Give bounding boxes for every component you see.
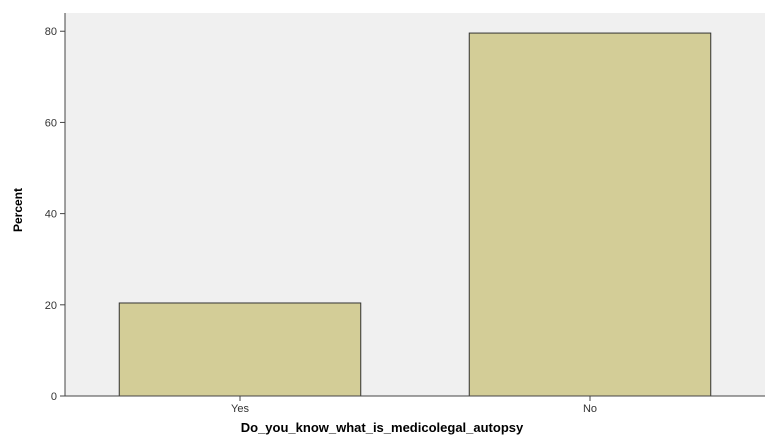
y-axis-title: Percent <box>11 188 25 232</box>
y-tick-label: 60 <box>45 117 57 129</box>
y-tick-label: 40 <box>45 209 57 221</box>
y-tick-label: 0 <box>51 391 57 403</box>
bar-no <box>468 32 712 397</box>
x-axis-ticks: Yes No <box>231 396 597 415</box>
y-tick-label: 80 <box>45 26 57 38</box>
y-axis-ticks: 0 20 40 60 80 <box>45 26 65 403</box>
x-tick-label-no: No <box>583 403 597 415</box>
bars-group <box>118 32 712 397</box>
x-axis-title: Do_you_know_what_is_medicolegal_autopsy <box>241 420 524 435</box>
x-tick-label-yes: Yes <box>231 403 249 415</box>
y-tick-label: 20 <box>45 300 57 312</box>
bar-yes <box>118 302 362 397</box>
